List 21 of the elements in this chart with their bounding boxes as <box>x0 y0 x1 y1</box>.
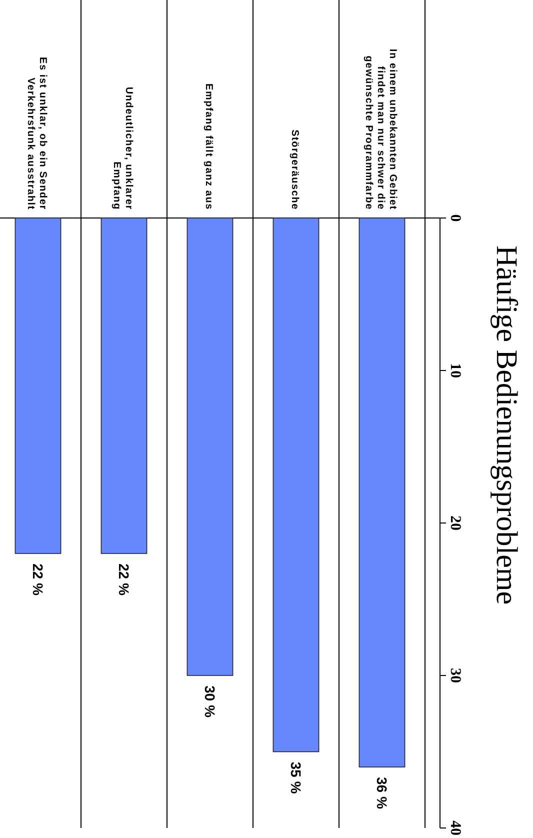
x-tick-label: In einem unbekannten Gebiet findet man nur schwer die gewünschte Programmfarbe <box>363 48 398 210</box>
data-label: 35 % <box>288 762 304 794</box>
bar <box>100 218 148 554</box>
y-tick-label: 20 <box>447 516 463 530</box>
bar <box>14 218 62 554</box>
bar <box>272 218 320 752</box>
y-tick-label: 10 <box>447 363 463 378</box>
y-tick-label: 30 <box>447 668 463 683</box>
x-tick-label: Empfang fällt ganz aus <box>203 83 214 210</box>
x-tick-label: Undeutlicher, unklarer Empfang <box>111 86 134 210</box>
bar <box>186 218 234 676</box>
data-label: 36 % <box>374 777 390 810</box>
y-tick-label: 0 <box>447 214 463 222</box>
y-tick-label: 40 <box>447 820 463 836</box>
x-tick-label: Störgeräusche <box>289 130 300 210</box>
data-label: 30 % <box>202 686 218 718</box>
data-label: 22 % <box>30 564 46 596</box>
x-tick-label: Es ist unklar, ob ein Sender Verkehrsfunk ausstrahlt <box>25 57 48 210</box>
bar <box>358 218 406 768</box>
data-label: 22 % <box>116 564 132 596</box>
text: Häufige Bedienungsprobleme <box>490 245 523 605</box>
